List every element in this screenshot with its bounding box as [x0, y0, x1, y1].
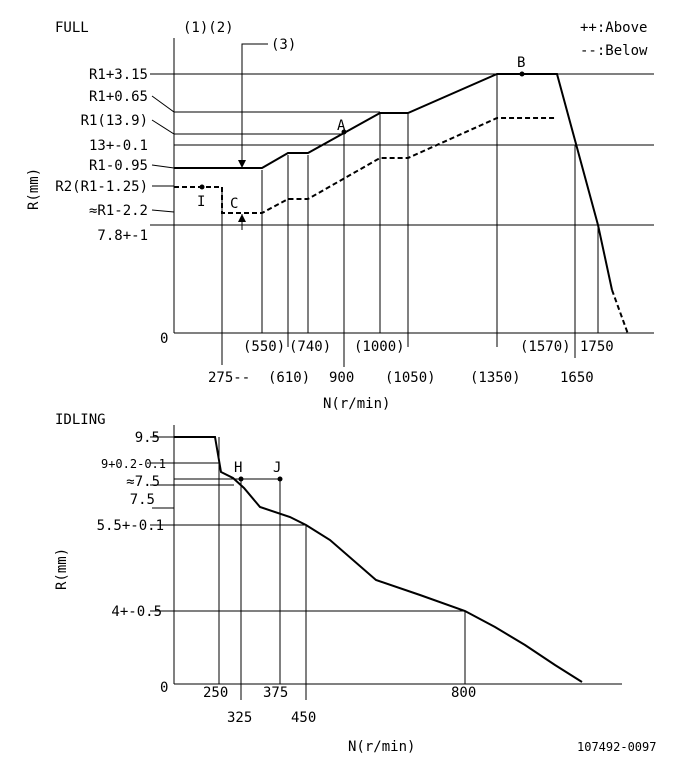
- idling-curve: [174, 436, 583, 683]
- full-above-curve: [174, 73, 613, 291]
- idling-reference-lines: [150, 436, 466, 700]
- marker-3-leader: [241, 43, 268, 168]
- point-a-label: A: [337, 118, 346, 134]
- full-below-curve: [174, 117, 557, 214]
- idling-x-label-250: 250: [203, 685, 228, 701]
- full-x-label-610: (610): [268, 370, 310, 386]
- point-b-label: B: [517, 55, 525, 71]
- idling-x-label-800: 800: [451, 685, 476, 701]
- idling-x-label-450: 450: [291, 710, 316, 726]
- legend-above: ++:Above: [580, 20, 647, 36]
- point-a-marker: [341, 129, 347, 135]
- idling-y-label-9: 9+0.2-0.1: [101, 457, 166, 471]
- idling-x-axis-title: N(r/min): [348, 739, 415, 755]
- c-arrow-up: [238, 214, 246, 222]
- full-y-label-r1-plus-315: R1+3.15: [89, 67, 148, 83]
- point-c-label: C: [230, 196, 238, 212]
- idling-y-label-95: 9.5: [135, 430, 160, 446]
- full-y-label-r1-minus-22: ≈R1-2.2: [89, 203, 148, 219]
- legend-below: --:Below: [580, 43, 648, 59]
- marker-3-label: (3): [271, 37, 296, 53]
- full-y-label-r1-139: R1(13.9): [81, 113, 148, 129]
- full-x-label-1750: 1750: [580, 339, 614, 355]
- full-y-label-78: 7.8+-1: [97, 228, 148, 244]
- point-h-marker: [238, 476, 244, 482]
- point-j-label: J: [273, 460, 281, 476]
- full-x-label-900: 900: [329, 370, 354, 386]
- footer-code: 107492-0097: [577, 740, 656, 754]
- full-origin: 0: [160, 331, 168, 347]
- idling-y-label-55: 5.5+-0.1: [97, 518, 164, 534]
- full-reference-lines: [150, 73, 654, 226]
- full-y-label-13: 13+-0.1: [89, 138, 148, 154]
- point-i-marker: [199, 184, 205, 190]
- full-y-label-r1-minus-095: R1-0.95: [89, 158, 148, 174]
- point-b-marker: [519, 71, 525, 77]
- idling-x-label-325: 325: [227, 710, 252, 726]
- full-title: FULL: [55, 20, 89, 36]
- full-y-label-r1-plus-065: R1+0.65: [89, 89, 148, 105]
- idling-y-label-4: 4+-0.5: [111, 604, 162, 620]
- idling-x-label-375: 375: [263, 685, 288, 701]
- point-h-label: H: [234, 460, 242, 476]
- full-x-label-1650: 1650: [560, 370, 594, 386]
- full-x-label-1000: (1000): [354, 339, 405, 355]
- full-y-axis-title: R(mm): [26, 168, 42, 210]
- idling-y-label-approx-75: ≈7.5: [126, 474, 160, 490]
- idling-y-axis-title: R(mm): [54, 548, 70, 590]
- full-x-label-1350: (1350): [470, 370, 521, 386]
- full-x-label-550: (550): [243, 339, 285, 355]
- point-i-label: I: [197, 194, 205, 210]
- full-x-label-1050: (1050): [385, 370, 436, 386]
- full-header-labels: (1)(2): [183, 20, 234, 36]
- point-j-marker: [277, 476, 283, 482]
- marker-3-arrowhead: [238, 160, 246, 168]
- full-y-label-r2: R2(R1-1.25): [55, 179, 148, 195]
- full-x-label-275: 275--: [208, 370, 250, 386]
- full-droop-dashed-tail: [611, 289, 629, 335]
- full-vertical-lines: [221, 74, 599, 367]
- idling-origin: 0: [160, 680, 168, 696]
- idling-y-label-75: 7.5: [130, 492, 155, 508]
- idling-title: IDLING: [55, 412, 106, 428]
- full-x-label-1570: (1570): [520, 339, 571, 355]
- full-x-axis-title: N(r/min): [323, 396, 390, 412]
- full-x-label-740: (740): [289, 339, 331, 355]
